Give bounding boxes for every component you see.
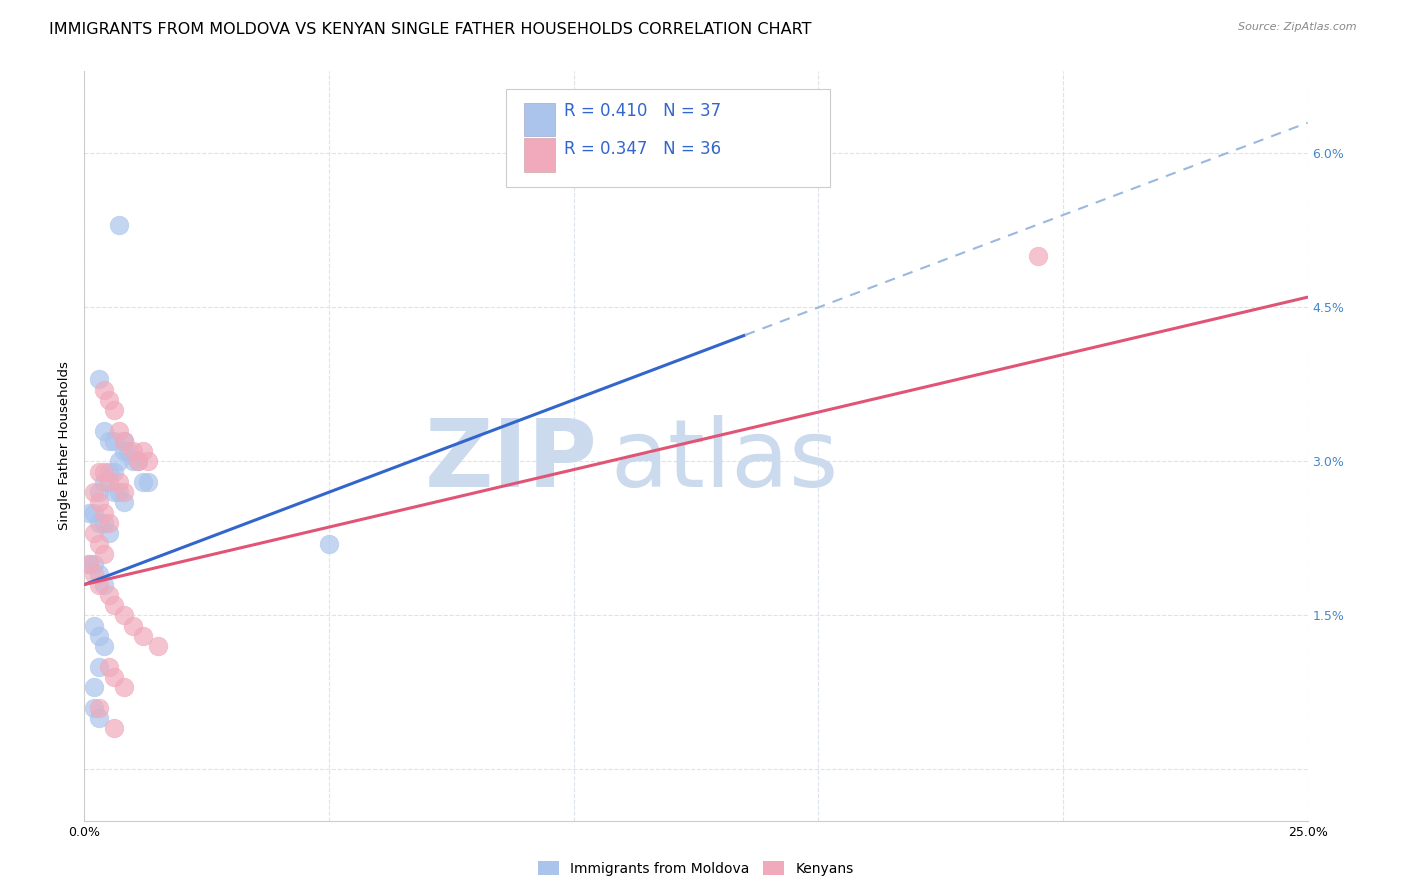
Point [103,670,125,684]
Point [97,465,120,479]
Point [103,598,125,612]
Point [83,618,105,632]
Point [87,700,110,714]
Point [107,475,129,489]
Point [97,526,120,541]
Point [132,475,155,489]
Point [136,454,159,468]
Point [83,485,105,500]
Point [122,444,145,458]
Point [93,577,115,591]
Point [107,219,129,233]
Point [87,485,110,500]
Point [127,454,149,468]
Point [112,680,135,694]
Point [87,567,110,582]
Point [83,700,105,714]
Point [97,516,120,530]
Point [93,516,115,530]
Point [77,557,100,571]
Point [127,454,149,468]
Point [112,495,135,509]
Point [87,465,110,479]
Point [83,680,105,694]
Point [87,536,110,550]
Point [136,475,159,489]
Text: R = 0.347   N = 36: R = 0.347 N = 36 [564,140,721,158]
Point [122,618,145,632]
Point [87,516,110,530]
Point [77,557,100,571]
Point [93,639,115,653]
Point [93,383,115,397]
Text: Source: ZipAtlas.com: Source: ZipAtlas.com [1239,22,1357,32]
Point [93,506,115,520]
Point [93,465,115,479]
Point [112,608,135,623]
Point [87,577,110,591]
Point [83,506,105,520]
Legend: Immigrants from Moldova, Kenyans: Immigrants from Moldova, Kenyans [533,855,859,881]
Point [132,629,155,643]
Point [97,588,120,602]
Point [112,485,135,500]
Point [318,536,340,550]
Text: IMMIGRANTS FROM MOLDOVA VS KENYAN SINGLE FATHER HOUSEHOLDS CORRELATION CHART: IMMIGRANTS FROM MOLDOVA VS KENYAN SINGLE… [49,22,811,37]
Point [93,424,115,438]
Point [83,557,105,571]
Point [112,444,135,458]
Text: ZIP: ZIP [425,415,598,507]
Point [107,424,129,438]
Point [97,475,120,489]
Point [77,506,100,520]
Point [97,392,120,407]
Point [112,434,135,448]
Point [83,526,105,541]
Point [112,434,135,448]
Point [83,567,105,582]
Point [87,629,110,643]
Point [87,495,110,509]
Point [103,434,125,448]
Point [103,465,125,479]
Text: R = 0.410   N = 37: R = 0.410 N = 37 [564,103,721,120]
Point [93,547,115,561]
Point [132,444,155,458]
Point [87,372,110,386]
Point [97,659,120,673]
Point [107,454,129,468]
Point [122,454,145,468]
Point [1028,249,1050,263]
Point [103,485,125,500]
Point [87,711,110,725]
Point [97,434,120,448]
Point [117,444,139,458]
Text: atlas: atlas [610,415,838,507]
Point [93,475,115,489]
Point [146,639,169,653]
Point [107,485,129,500]
Point [103,721,125,735]
Point [87,659,110,673]
Y-axis label: Single Father Households: Single Father Households [58,361,72,531]
Point [103,403,125,417]
